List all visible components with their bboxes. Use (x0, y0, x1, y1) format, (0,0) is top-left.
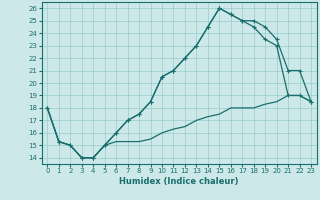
X-axis label: Humidex (Indice chaleur): Humidex (Indice chaleur) (119, 177, 239, 186)
